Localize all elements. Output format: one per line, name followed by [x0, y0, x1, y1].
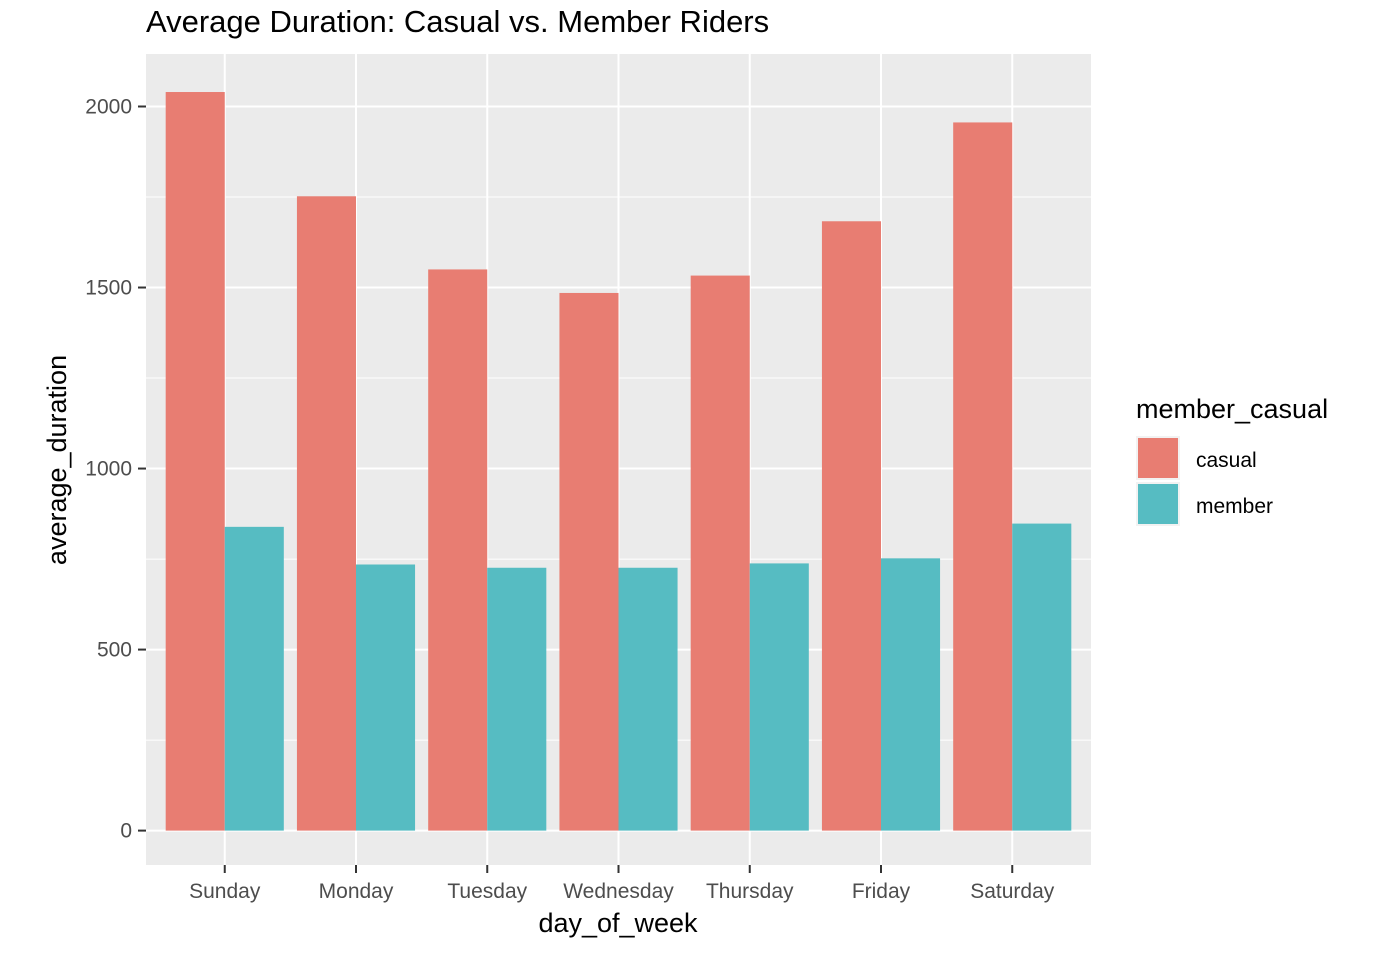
bar-casual-monday — [296, 196, 356, 831]
bars — [165, 92, 1072, 831]
bar-member-saturday — [1012, 523, 1072, 831]
y-axis: 0 500 1000 1500 2000 — [85, 95, 146, 843]
legend-title: member_casual — [1136, 394, 1328, 424]
x-tick-label: Thursday — [706, 880, 794, 903]
x-tick-label: Wednesday — [563, 880, 674, 903]
legend: member_casual casual member — [1136, 394, 1328, 526]
x-axis-title: day_of_week — [538, 908, 698, 938]
x-tick-label: Tuesday — [447, 880, 527, 903]
bar-member-tuesday — [487, 567, 547, 831]
bar-member-friday — [881, 558, 941, 831]
y-tick-label: 1500 — [85, 277, 132, 300]
y-tick-label: 1000 — [85, 458, 132, 481]
x-axis: Sunday Monday Tuesday Wednesday Thursday Frid… — [189, 865, 1055, 903]
bar-casual-friday — [821, 221, 881, 831]
bar-member-wednesday — [618, 567, 678, 831]
bar-casual-tuesday — [428, 269, 488, 831]
x-tick-label: Friday — [852, 880, 911, 903]
bar-casual-sunday — [165, 92, 225, 831]
x-tick-label: Saturday — [970, 880, 1055, 903]
legend-swatch-casual — [1138, 438, 1178, 478]
legend-label-member: member — [1196, 495, 1273, 518]
x-tick-label: Monday — [319, 880, 394, 903]
bar-member-sunday — [224, 526, 284, 831]
bar-member-monday — [356, 564, 416, 831]
y-tick-label: 500 — [97, 639, 132, 662]
y-tick-label: 0 — [120, 820, 132, 843]
x-tick-label: Sunday — [189, 880, 261, 903]
bar-casual-wednesday — [559, 292, 619, 831]
y-tick-label: 2000 — [85, 95, 132, 118]
bar-casual-saturday — [953, 122, 1013, 831]
bar-casual-thursday — [690, 275, 750, 831]
bar-member-thursday — [749, 563, 809, 831]
chart-title: Average Duration: Casual vs. Member Ride… — [146, 4, 769, 39]
legend-swatch-member — [1138, 484, 1178, 524]
legend-label-casual: casual — [1196, 449, 1257, 472]
y-axis-title: average_duration — [42, 355, 72, 565]
